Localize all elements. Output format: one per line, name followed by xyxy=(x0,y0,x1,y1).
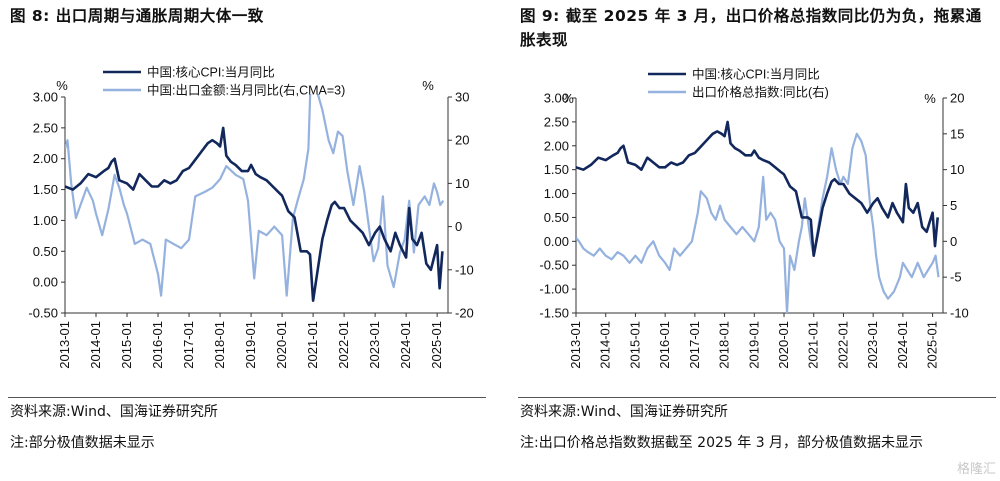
right-tick-label: 10 xyxy=(950,162,964,177)
left-tick-label: 2.00 xyxy=(544,138,569,153)
divider xyxy=(8,397,486,398)
line-chart-left: 3.00 2.50 2.00 1.50 1.00 0.50 0.00 -0.50 30 20 10 0… xyxy=(28,65,474,369)
left-tick-label: 2.50 xyxy=(544,114,569,129)
left-tick-label: 1.50 xyxy=(544,162,569,177)
left-tick-label: -1.50 xyxy=(539,306,569,321)
x-tick-label: 2023-01 xyxy=(367,321,382,369)
legend-label: 中国:核心CPI:当月同比 xyxy=(692,67,820,82)
legend-label: 出口价格总指数:同比(右) xyxy=(692,85,829,100)
left-tick-label: 0.00 xyxy=(33,275,58,290)
chart-panel-left: 图 8: 出口周期与通胀周期大体一致 3.00 2.50 2.00 1.50 1.00 0… xyxy=(8,7,486,451)
left-axis-unit: % xyxy=(56,78,68,93)
legend-label: 中国:出口金额:当月同比(右,CMA=3) xyxy=(147,83,345,98)
right-tick-label: -20 xyxy=(455,306,474,321)
right-axis-unit: % xyxy=(924,91,936,106)
left-tick-label: -0.50 xyxy=(28,306,58,321)
right-tick-label: 0 xyxy=(950,234,957,249)
right-tick-label: 5 xyxy=(950,198,957,213)
x-tick-label: 2019-01 xyxy=(746,321,761,369)
x-tick-label: 2024-01 xyxy=(895,321,910,369)
right-tick-label: 10 xyxy=(455,176,469,191)
x-tick-label: 2021-01 xyxy=(305,321,320,369)
x-tick-label: 2022-01 xyxy=(336,321,351,369)
divider xyxy=(518,397,996,398)
x-tick-label: 2020-01 xyxy=(274,321,289,369)
x-tick-label: 2018-01 xyxy=(717,321,732,369)
right-tick-label: 20 xyxy=(455,133,469,148)
right-tick-label: 30 xyxy=(455,90,469,105)
x-tick-label: 2024-01 xyxy=(398,321,413,369)
left-tick-label: 1.00 xyxy=(544,186,569,201)
footnote: 注:出口价格总指数数据截至 2025 年 3 月，部分极值数据未显示 xyxy=(520,435,924,451)
x-tick-label: 2017-01 xyxy=(181,321,196,369)
footnote: 注:部分极值数据未显示 xyxy=(10,435,155,451)
x-tick-label: 2020-01 xyxy=(776,321,791,369)
series-line-0 xyxy=(65,126,444,302)
legend-label: 中国:核心CPI:当月同比 xyxy=(147,65,275,80)
x-tick-label: 2023-01 xyxy=(865,321,880,369)
left-tick-label: 1.50 xyxy=(33,182,58,197)
left-tick-label: 2.00 xyxy=(33,151,58,166)
left-tick-label: 3.00 xyxy=(544,91,569,106)
right-tick-label: 0 xyxy=(455,219,462,234)
line-chart-right: 3.00 2.50 2.00 1.50 1.00 0.50 0.00 -0.50 -1.00 -1… xyxy=(539,67,969,369)
figure-title: 图 8: 出口周期与通胀周期大体一致 xyxy=(10,7,264,25)
x-tick-label: 2013-01 xyxy=(568,321,583,369)
x-tick-label: 2017-01 xyxy=(687,321,702,369)
source-note: 资料来源:Wind、国海证券研究所 xyxy=(10,404,218,420)
left-tick-label: 0.50 xyxy=(33,244,58,259)
x-tick-label: 2015-01 xyxy=(627,321,642,369)
x-tick-label: 2014-01 xyxy=(88,321,103,369)
right-tick-label: 15 xyxy=(950,126,964,141)
right-axis-unit: % xyxy=(422,78,434,93)
figure-title: 图 9: 截至 2025 年 3 月，出口价格总指数同比仍为负，拖累通胀表现 xyxy=(520,7,982,49)
x-tick-label: 2025-01 xyxy=(429,321,444,369)
x-tick-label: 2018-01 xyxy=(212,321,227,369)
chart-panel-right: 图 9: 截至 2025 年 3 月，出口价格总指数同比仍为负，拖累通胀表现 3… xyxy=(510,0,1000,481)
x-tick-label: 2022-01 xyxy=(835,321,850,369)
left-tick-label: 3.00 xyxy=(33,90,58,105)
left-tick-label: 0.00 xyxy=(544,234,569,249)
series-line-1 xyxy=(65,94,445,297)
x-tick-label: 2025-01 xyxy=(925,321,940,369)
x-tick-label: 2019-01 xyxy=(243,321,258,369)
series-line-0 xyxy=(576,120,939,257)
x-tick-label: 2013-01 xyxy=(57,321,72,369)
left-tick-label: 1.00 xyxy=(33,213,58,228)
left-tick-label: -1.00 xyxy=(539,282,569,297)
x-tick-label: 2021-01 xyxy=(806,321,821,369)
left-tick-label: 0.50 xyxy=(544,210,569,225)
series-line-1 xyxy=(576,132,940,313)
right-tick-label: -10 xyxy=(455,262,474,277)
left-axis-unit: % xyxy=(562,91,574,106)
left-tick-label: -0.50 xyxy=(539,258,569,273)
left-tick-label: 2.50 xyxy=(33,120,58,135)
right-tick-label: -10 xyxy=(950,306,969,321)
x-tick-label: 2014-01 xyxy=(598,321,613,369)
watermark-logo: 格隆汇 xyxy=(956,462,996,477)
source-note: 资料来源:Wind、国海证券研究所 xyxy=(520,404,728,420)
right-tick-label: 20 xyxy=(950,91,964,106)
x-tick-label: 2015-01 xyxy=(119,321,134,369)
right-tick-label: -5 xyxy=(950,270,962,285)
x-tick-label: 2016-01 xyxy=(150,321,165,369)
x-tick-label: 2016-01 xyxy=(657,321,672,369)
